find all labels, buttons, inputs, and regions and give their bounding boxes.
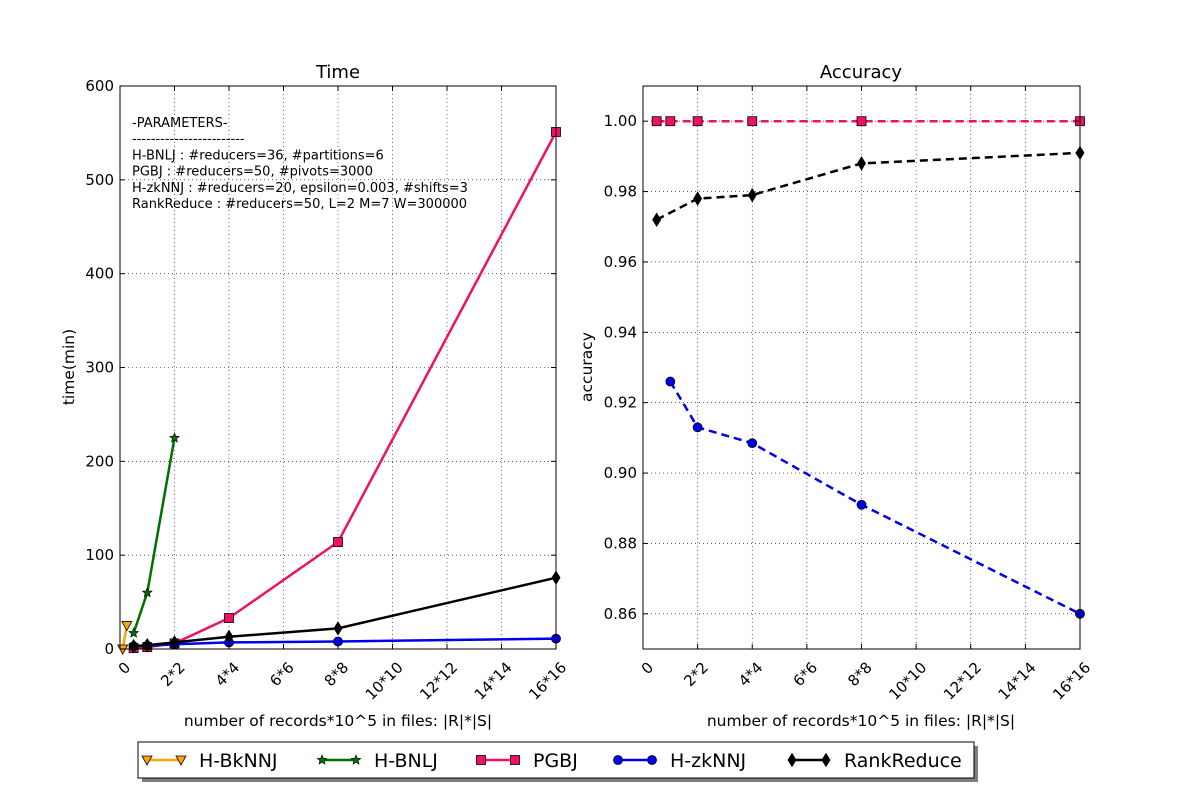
accuracy-point-rankreduce [747,187,757,203]
time-x-tick-label: 8*8 [321,659,353,691]
accuracy-chart: 0 2*2 4*4 6*6 8*8 10*10 12*12 14*14 16*16 0.86 0.8… [578,62,1094,730]
time-y-tick-label: 100 [85,546,114,564]
time-point-h-bnlj [128,627,140,638]
legend-marker-h-bknnj [175,755,187,766]
time-point-pgbj [224,613,234,623]
time-x-axis-label: number of records*10^5 in files: |R|*|S| [184,712,492,730]
accuracy-y-tick-label: 0.90 [604,464,637,482]
time-point-rankreduce [142,637,152,653]
accuracy-x-tick-label: 12*12 [940,659,985,704]
time-x-tick-label: 6*6 [266,659,298,691]
time-y-tick-label: 0 [104,640,114,658]
accuracy-y-tick-label: 0.88 [604,534,637,552]
accuracy-x-tick-label: 10*10 [885,659,930,704]
time-x-tick-label: 0 [115,659,134,678]
accuracy-x-tick-label: 16*16 [1049,659,1094,704]
accuracy-y-tick-label: 1.00 [604,112,637,130]
legend-entry-rankreduce: RankReduce [787,750,962,772]
accuracy-x-tick-label: 14*14 [995,659,1040,704]
legend-marker-h-zknnj [613,755,623,765]
legend-entry-h-bnlj: H-BNLJ [316,750,438,772]
time-point-h-bnlj [141,586,153,598]
parameters-line: PGBJ : #reducers=50, #pivots=3000 [132,165,373,180]
accuracy-point-rankreduce [857,156,866,171]
time-series-group [117,127,561,655]
legend-label-h-zknnj: H-zkNNJ [670,750,746,772]
parameters-line: -PARAMETERS- [132,116,228,131]
legend-marker-h-bnlj [350,754,362,765]
legend-label-pgbj: PGBJ [533,750,578,772]
legend-label-rankreduce: RankReduce [844,750,962,772]
accuracy-x-tick-label: 4*4 [735,659,767,691]
accuracy-x-axis-label: number of records*10^5 in files: |R|*|S| [707,712,1015,730]
accuracy-y-tick-label: 0.86 [604,605,637,623]
parameters-line: ------------------------ [132,132,245,147]
accuracy-point-h-zknnj [747,438,758,449]
accuracy-x-tick-label: 8*8 [844,659,876,691]
accuracy-point-pgbj [747,116,758,127]
time-point-pgbj [333,537,343,547]
accuracy-series-line-rankreduce [656,151,1081,221]
legend-entry-pgbj: PGBJ [476,750,578,772]
accuracy-series-group [651,116,1085,619]
time-y-tick-label: 400 [85,265,114,283]
legend-marker-h-zknnj [647,755,657,765]
time-x-tick-label: 12*12 [416,659,461,704]
parameters-line: RankReduce : #reducers=50, L=2 M=7 W=300… [132,197,467,212]
time-x-tick-label: 14*14 [471,659,516,704]
time-point-h-bnlj [168,432,181,443]
accuracy-point-pgbj [651,116,662,127]
time-x-tick-label: 10*10 [362,659,407,704]
accuracy-chart-title: Accuracy [820,62,903,83]
time-point-h-bknnj [121,621,133,632]
accuracy-plot-area [643,86,1080,649]
legend-marker-h-bknnj [141,755,153,766]
time-y-axis-label: time(min) [60,329,78,405]
legend-entry-h-zknnj: H-zkNNJ [613,750,746,772]
time-chart: 0 2*2 4*4 6*6 8*8 10*10 12*12 14*14 16*16 0 100 200… [60,62,570,730]
legend-items: H-BkNNJ H-BNLJ PGBJ H-zkNNJ RankReduce [141,750,962,772]
legend-marker-h-bnlj [316,754,328,765]
time-y-tick-label: 500 [85,171,114,189]
accuracy-x-tick-label: 6*6 [790,659,822,691]
accuracy-x-tick-label: 0 [638,659,657,678]
accuracy-point-h-zknnj [692,422,703,433]
parameters-line: H-BNLJ : #reducers=36, #partitions=6 [132,148,384,163]
accuracy-point-rankreduce [693,191,703,206]
accuracy-point-pgbj [665,116,676,127]
legend-entry-h-bknnj: H-BkNNJ [141,750,278,772]
accuracy-point-h-zknnj [856,499,867,510]
accuracy-y-tick-label: 0.92 [604,394,637,412]
time-y-tick-label: 200 [85,452,114,470]
time-x-tick-label: 16*16 [525,659,570,704]
legend-label-h-bnlj: H-BNLJ [374,750,438,772]
accuracy-y-tick-label: 0.96 [604,253,637,271]
legend-marker-pgbj [476,755,486,765]
accuracy-point-pgbj [692,116,703,127]
legend-box [137,741,975,779]
accuracy-point-pgbj [856,116,867,127]
legend-marker-rankreduce [821,752,831,768]
legend-marker-rankreduce [787,752,797,768]
legend: H-BkNNJ H-BNLJ PGBJ H-zkNNJ RankReduce [137,741,978,782]
time-x-tick-label: 2*2 [157,659,189,691]
time-point-rankreduce [224,629,234,645]
legend-label-h-bknnj: H-BkNNJ [199,750,278,772]
accuracy-y-tick-label: 0.94 [604,323,637,341]
accuracy-point-h-zknnj [665,376,676,387]
accuracy-y-axis-label: accuracy [578,332,596,402]
accuracy-point-rankreduce [652,212,662,227]
time-chart-title: Time [315,62,360,83]
time-y-tick-label: 300 [85,359,114,377]
time-point-rankreduce [333,621,343,636]
parameters-annotation: -PARAMETERS-------------------------H-BN… [132,116,468,212]
time-grid [120,86,556,649]
time-x-tick-label: 4*4 [212,659,244,691]
time-y-tick-label: 600 [85,77,114,95]
accuracy-x-tick-label: 2*2 [680,659,712,691]
legend-marker-pgbj [510,755,520,765]
parameters-line: H-zkNNJ : #reducers=20, epsilon=0.003, #… [132,181,468,196]
accuracy-y-tick-label: 0.98 [604,183,637,201]
